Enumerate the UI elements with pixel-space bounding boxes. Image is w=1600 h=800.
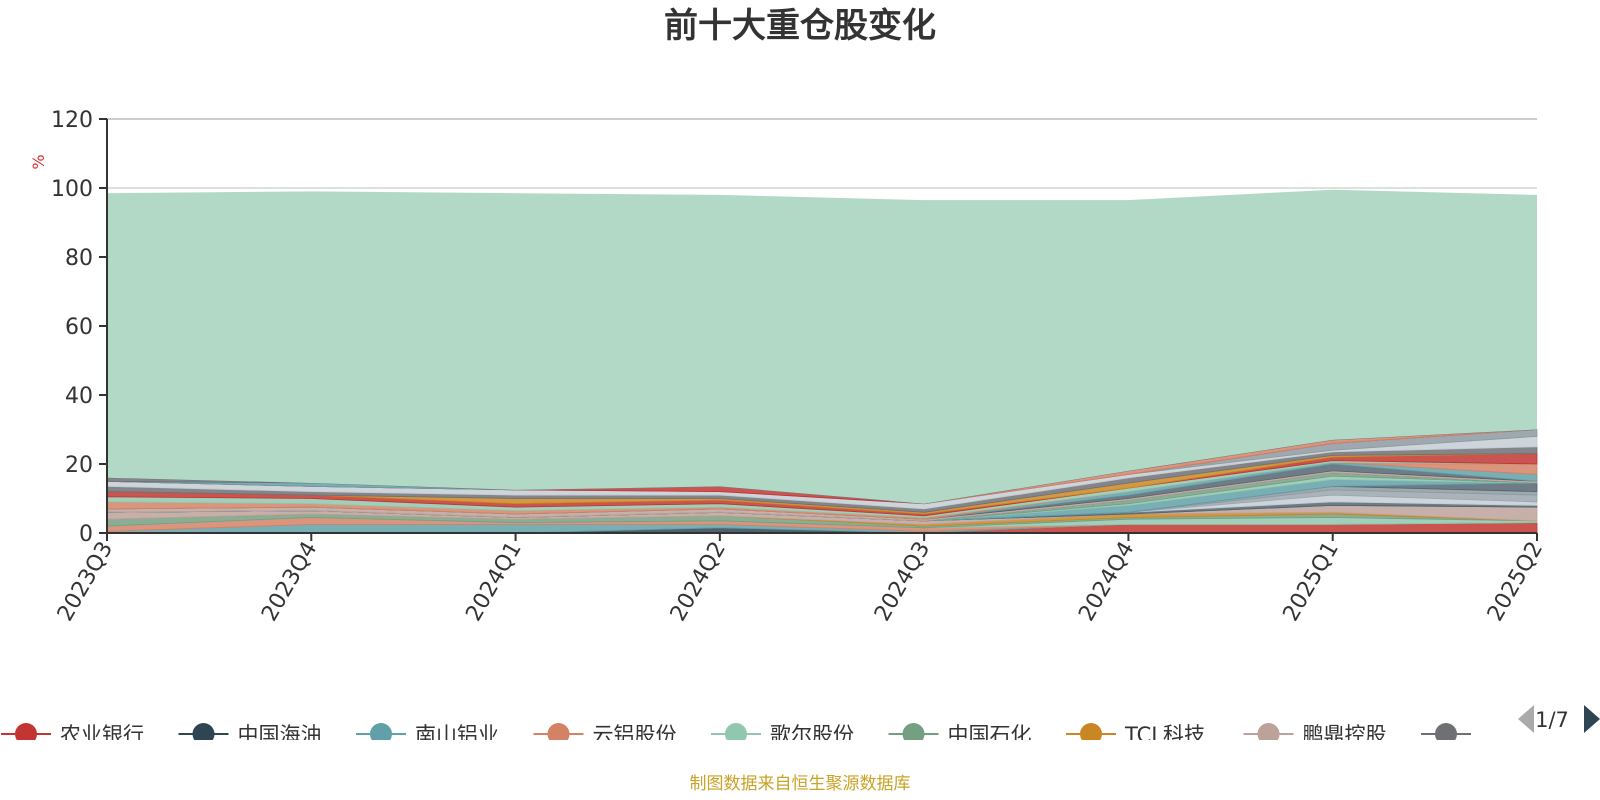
legend[interactable]: 农业银行 中国海油 南山铝业 云铝股份 歌尔股份 中国石化 TCL科技 鹏鼎控股 汇川技术 [1,723,1564,747]
legend-item[interactable]: 农业银行 [1,723,144,747]
area-series-33 [107,189,1537,504]
y-tick-label: 80 [65,246,93,271]
legend-marker-icon [192,723,215,740]
legend-marker-icon [902,723,925,740]
legend-label: TCL科技 [1124,723,1205,747]
legend-item[interactable]: 中国石化 [888,723,1032,747]
legend-label: 歌尔股份 [770,723,854,747]
legend-marker-icon [370,723,392,740]
legend-item[interactable]: TCL科技 [1066,723,1205,747]
legend-page-indicator: 1/7 [1535,708,1569,732]
y-tick-label: 40 [65,384,93,409]
legend-label: 南山铝业 [415,723,499,747]
data-source-note: 制图数据来自恒生聚源数据库 [690,774,911,794]
legend-label: 中国海油 [238,723,322,747]
y-tick-label: 20 [65,453,93,478]
legend-item[interactable]: 南山铝业 [356,723,499,747]
legend-marker-icon [725,723,747,740]
x-tick-label: 2025Q2 [1483,538,1548,626]
x-tick-label: 2023Q4 [257,538,322,626]
legend-marker-icon [547,723,570,740]
legend-item[interactable]: 中国海油 [178,723,322,747]
y-tick-label: 60 [65,315,93,340]
x-tick-label: 2025Q1 [1279,538,1344,626]
legend-marker-icon [1080,723,1102,740]
legend-item[interactable]: 汇川技术 [1421,723,1564,747]
x-tick-label: 2024Q4 [1074,538,1139,626]
legend-item[interactable]: 云铝股份 [533,723,677,747]
x-tick-label: 2024Q2 [666,538,731,626]
x-tick-label: 2023Q3 [53,538,118,626]
legend-item[interactable]: 鹏鼎控股 [1243,723,1387,747]
legend-item[interactable]: 歌尔股份 [711,723,854,747]
legend-label: 鹏鼎控股 [1303,723,1387,747]
legend-pager: 1/7 [1518,705,1600,733]
legend-label: 中国石化 [948,723,1032,747]
chart-title: 前十大重仓股变化 [664,6,936,46]
legend-marker-icon [1257,723,1280,740]
legend-label: 农业银行 [60,723,144,747]
legend-prev-page-icon[interactable] [1518,705,1534,733]
x-tick-label: 2024Q3 [870,538,935,626]
legend-next-page-icon[interactable] [1584,705,1600,733]
legend-marker-icon [15,723,37,740]
area-series-group [106,189,1538,534]
legend-label: 云铝股份 [593,723,677,747]
y-tick-label: 100 [51,177,93,202]
y-tick-label: 120 [51,108,93,133]
legend-marker-icon [1435,723,1457,740]
y-tick-label: 0 [79,522,93,547]
y-axis-unit-label: % [29,154,48,169]
x-tick-label: 2024Q1 [461,538,526,626]
